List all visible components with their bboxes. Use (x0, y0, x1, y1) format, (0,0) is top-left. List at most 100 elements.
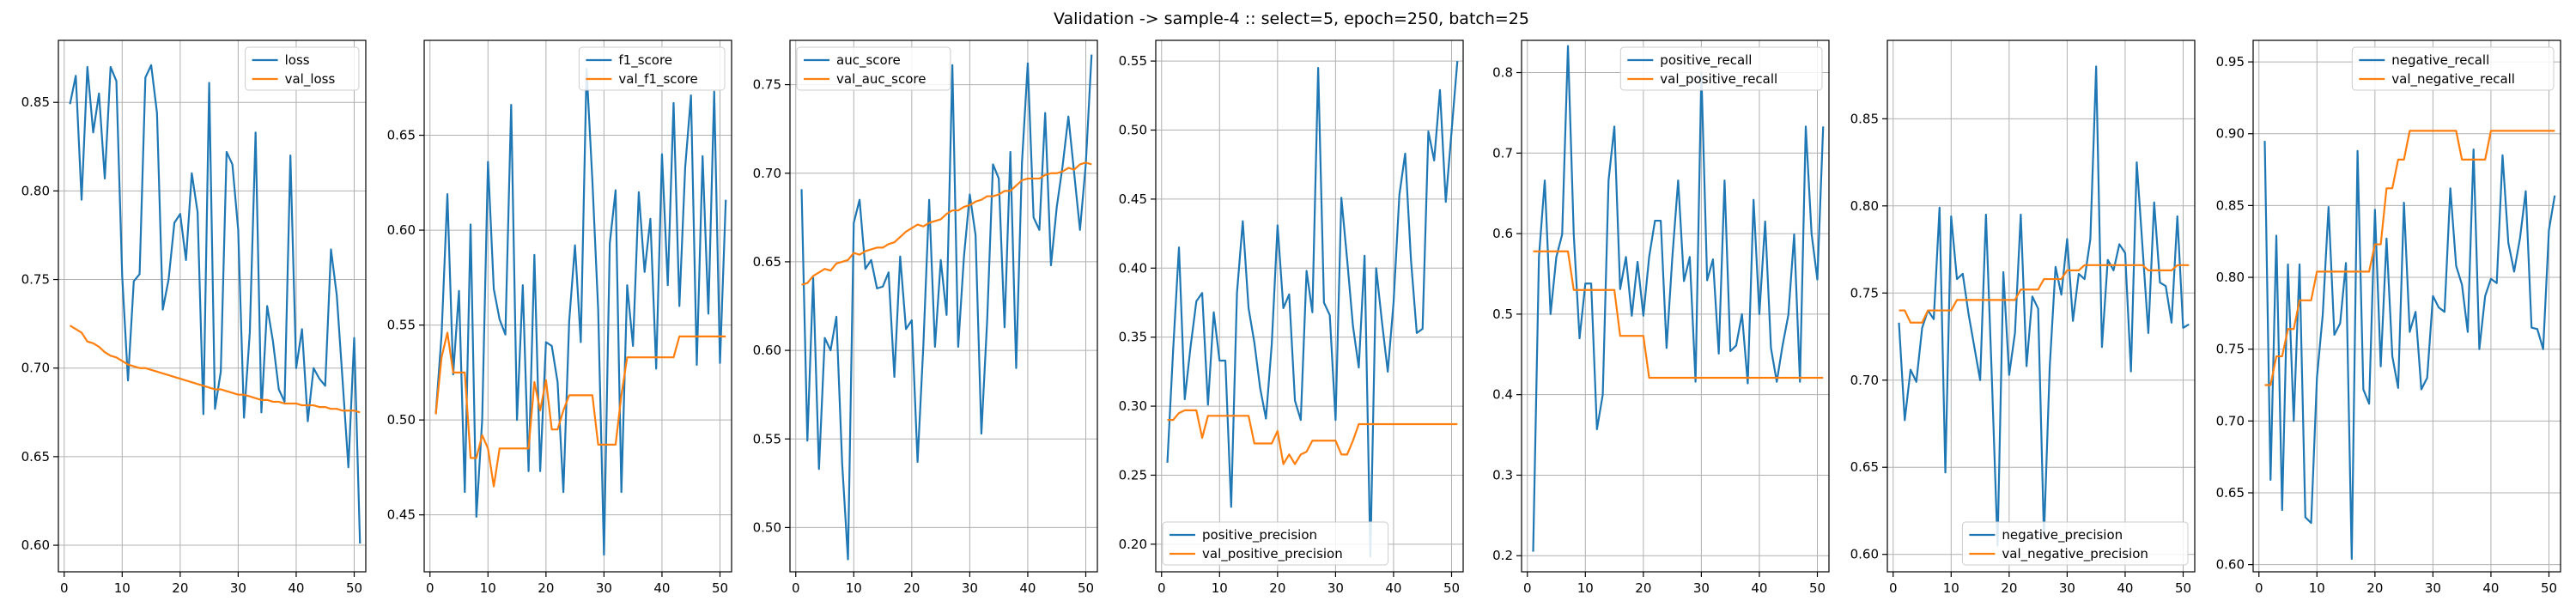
x-tick-label: 50 (1443, 580, 1460, 596)
x-tick-label: 40 (653, 580, 670, 596)
axes-frame (423, 39, 732, 573)
x-tick-label: 50 (346, 580, 362, 596)
legend-box (1619, 46, 1823, 91)
y-tick-label: 0.20 (1119, 537, 1147, 552)
x-tick-label: 40 (2117, 580, 2133, 596)
y-tick-label: 0.3 (1492, 467, 1513, 483)
y-tick-label: 0.50 (1119, 123, 1147, 138)
legend-label: positive_precision (1202, 527, 1317, 543)
x-tick-label: 0 (60, 580, 69, 596)
x-tick-label: 40 (1751, 580, 1767, 596)
legend-box (578, 46, 726, 91)
x-tick-label: 50 (1078, 580, 1094, 596)
legend-label: val_loss (285, 71, 336, 88)
series-line-f1-score (434, 68, 727, 556)
series-line-val-negative-precision (1899, 264, 2190, 324)
y-tick-label: 0.70 (21, 361, 50, 376)
y-tick-label: 0.80 (1850, 198, 1879, 214)
x-tick-label: 0 (1523, 580, 1532, 596)
x-tick-label: 50 (2541, 580, 2557, 596)
legend: f1_score val_f1_score (578, 46, 726, 91)
legend-box (2351, 46, 2555, 91)
axes-frame (789, 39, 1098, 573)
legend-label: positive_recall (1660, 52, 1752, 69)
x-tick-label: 40 (1019, 580, 1036, 596)
y-tick-label: 0.70 (1850, 373, 1879, 388)
legend-label: val_positive_precision (1202, 546, 1343, 562)
legend-label: val_negative_recall (2391, 71, 2515, 88)
y-tick-label: 0.30 (1119, 398, 1147, 414)
legend-label: val_f1_score (618, 71, 697, 88)
series-line-positive-recall (1532, 45, 1825, 552)
series-line-val-f1-score (434, 331, 726, 488)
x-tick-label: 30 (2059, 580, 2075, 596)
legend: negative_recall val_negative_recall (2351, 46, 2555, 91)
x-tick-label: 40 (1385, 580, 1401, 596)
y-tick-label: 0.70 (2216, 413, 2245, 428)
y-tick-label: 0.7 (1492, 145, 1513, 161)
x-tick-label: 20 (538, 580, 554, 596)
y-tick-label: 0.95 (2216, 54, 2245, 70)
axes-frame (58, 39, 367, 573)
legend-box (1961, 521, 2189, 566)
y-tick-label: 0.80 (2216, 270, 2245, 285)
y-tick-label: 0.8 (1492, 65, 1513, 81)
y-tick-label: 0.65 (2216, 485, 2245, 501)
series-line-val-positive-precision (1167, 409, 1458, 465)
y-tick-label: 0.70 (753, 166, 781, 181)
subplot-3: 0 10 20 30 40 50 0.50 0.55 0.60 0.65 0.70 0.75 auc_s… (753, 39, 1098, 596)
x-tick-label: 30 (596, 580, 612, 596)
y-tick-label: 0.60 (753, 343, 781, 358)
series-line-val-auc-score (801, 161, 1092, 286)
x-tick-label: 0 (426, 580, 434, 596)
x-tick-label: 30 (230, 580, 246, 596)
x-tick-label: 30 (1327, 580, 1344, 596)
subplot-2: 0 10 20 30 40 50 0.45 0.50 0.55 0.60 0.65 f1_scorev… (387, 39, 732, 596)
legend-label: val_positive_recall (1660, 71, 1777, 88)
x-tick-label: 10 (1212, 580, 1228, 596)
x-tick-label: 0 (1157, 580, 1166, 596)
y-tick-label: 0.6 (1492, 226, 1513, 241)
legend-label: f1_score (618, 52, 672, 69)
x-tick-label: 30 (962, 580, 978, 596)
y-tick-label: 0.85 (21, 94, 50, 110)
legend-box (1162, 521, 1389, 566)
x-tick-label: 10 (1577, 580, 1594, 596)
x-tick-label: 20 (2366, 580, 2383, 596)
x-tick-label: 0 (792, 580, 800, 596)
series-line-auc-score (800, 54, 1093, 561)
y-tick-label: 0.50 (387, 412, 416, 428)
y-tick-label: 0.75 (753, 77, 781, 93)
series-line-loss (69, 64, 361, 544)
x-tick-label: 10 (480, 580, 496, 596)
y-tick-label: 0.45 (387, 507, 416, 523)
series-line-val-loss (69, 325, 361, 414)
x-tick-label: 20 (172, 580, 188, 596)
series-line-positive-precision (1166, 61, 1459, 558)
y-tick-label: 0.60 (387, 222, 416, 238)
legend: positive_recall val_positive_recall (1619, 46, 1823, 91)
y-tick-label: 0.4 (1492, 387, 1513, 403)
x-tick-label: 20 (2001, 580, 2017, 596)
legend-label: loss (285, 52, 310, 68)
axes-frame (2252, 39, 2561, 573)
y-tick-label: 0.45 (1119, 191, 1147, 207)
subplot-6: 0 10 20 30 40 50 0.60 0.65 0.70 0.75 0.80 0.85 negat… (1850, 39, 2196, 596)
legend: loss val_loss (245, 46, 360, 91)
figure-suptitle: Validation -> sample-4 :: select=5, epoc… (1054, 9, 1529, 28)
subplot-grid: 0 10 20 30 40 500.600.650.700.750.800.85lossv… (21, 39, 2561, 596)
axes-frame (1155, 39, 1464, 573)
y-tick-label: 0.55 (387, 318, 416, 333)
x-tick-label: 50 (1809, 580, 1826, 596)
x-tick-label: 0 (1889, 580, 1898, 596)
y-tick-label: 0.75 (21, 272, 50, 288)
legend: auc_score val_auc_score (796, 46, 951, 91)
y-tick-label: 0.75 (2216, 342, 2245, 357)
subplot-1: 0 10 20 30 40 50 0.60 0.65 0.70 0.75 0.80 0.85 loss v… (21, 39, 367, 596)
subplot-4: 0 10 20 30 40 50 0.20 0.25 0.30 0.35 0.40 0.45 0.50 0… (1119, 39, 1464, 596)
x-tick-label: 10 (2309, 580, 2325, 596)
y-tick-label: 0.40 (1119, 260, 1147, 276)
y-tick-label: 0.60 (1850, 547, 1879, 562)
y-tick-label: 0.25 (1119, 467, 1147, 483)
